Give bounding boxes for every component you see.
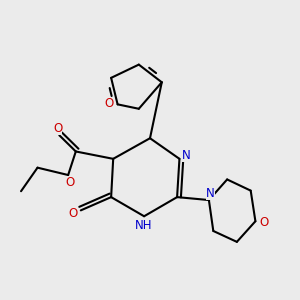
Text: NH: NH bbox=[135, 219, 152, 232]
Text: N: N bbox=[182, 149, 190, 162]
Text: N: N bbox=[206, 187, 215, 200]
Text: O: O bbox=[53, 122, 62, 135]
Text: O: O bbox=[68, 207, 77, 220]
Text: O: O bbox=[65, 176, 74, 189]
Text: O: O bbox=[259, 216, 268, 229]
Text: O: O bbox=[104, 97, 113, 110]
